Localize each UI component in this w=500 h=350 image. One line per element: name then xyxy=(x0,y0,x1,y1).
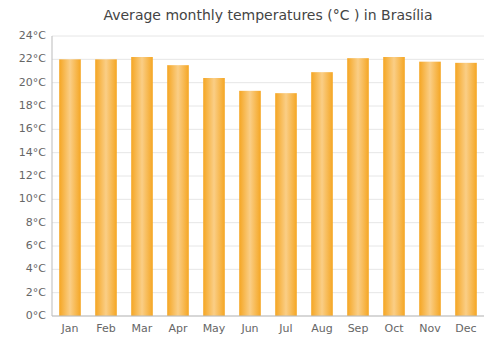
y-tick-label: 8°C xyxy=(26,216,46,229)
x-tick-label: Jan xyxy=(61,322,79,335)
x-tick-label: Jul xyxy=(278,322,292,335)
x-tick-label: Feb xyxy=(96,322,115,335)
x-tick-label: Nov xyxy=(419,322,441,335)
x-tick-label: Oct xyxy=(384,322,404,335)
bar xyxy=(347,58,369,316)
bar xyxy=(131,57,153,316)
bars xyxy=(59,57,477,316)
x-tick-label: Sep xyxy=(348,322,369,335)
grid xyxy=(52,36,484,316)
y-tick-label: 6°C xyxy=(26,239,46,252)
y-tick-label: 12°C xyxy=(19,169,46,182)
grid-line xyxy=(52,316,484,317)
bar xyxy=(455,63,477,316)
y-tick-label: 20°C xyxy=(19,76,46,89)
bar xyxy=(95,59,117,316)
y-tick-label: 4°C xyxy=(26,262,46,275)
x-tick-label: May xyxy=(203,322,226,335)
grid-line xyxy=(52,59,484,60)
y-tick-label: 18°C xyxy=(19,99,46,112)
y-tick-label: 2°C xyxy=(26,286,46,299)
bar xyxy=(203,78,225,316)
x-axis-line xyxy=(52,316,484,317)
x-tick-label: Mar xyxy=(132,322,153,335)
y-tick-label: 14°C xyxy=(19,146,46,159)
bar xyxy=(419,62,441,316)
y-tick-label: 10°C xyxy=(19,192,46,205)
y-tick-label: 22°C xyxy=(19,52,46,65)
x-tick-label: Aug xyxy=(311,322,332,335)
x-axis: Jan Feb Mar Apr May Jun Jul Aug Sep Oct Nov Dec xyxy=(61,322,477,335)
x-tick-label: Jun xyxy=(240,322,258,335)
y-tick-label: 16°C xyxy=(19,122,46,135)
bar xyxy=(383,57,405,316)
bar xyxy=(275,93,297,316)
y-tick-label: 0°C xyxy=(26,309,46,322)
title: Average monthly temperatures (°C ) in Br… xyxy=(103,7,432,23)
chart-container: 0°C 2°C 4°C 6°C 8°C 10°C 12°C 14°C 16°C 18°C 20°C 2… xyxy=(0,0,500,350)
bar xyxy=(239,91,261,316)
bar xyxy=(167,65,189,316)
bar xyxy=(311,72,333,316)
bar xyxy=(59,59,81,316)
chart: 0°C 2°C 4°C 6°C 8°C 10°C 12°C 14°C 16°C 18°C 20°C 2… xyxy=(0,0,500,350)
y-axis-line xyxy=(52,36,53,316)
y-axis: 0°C 2°C 4°C 6°C 8°C 10°C 12°C 14°C 16°C 18°C 20°C 2… xyxy=(19,29,46,322)
y-tick-label: 24°C xyxy=(19,29,46,42)
grid-line xyxy=(52,36,484,37)
x-tick-label: Dec xyxy=(455,322,476,335)
x-tick-label: Apr xyxy=(168,322,188,335)
